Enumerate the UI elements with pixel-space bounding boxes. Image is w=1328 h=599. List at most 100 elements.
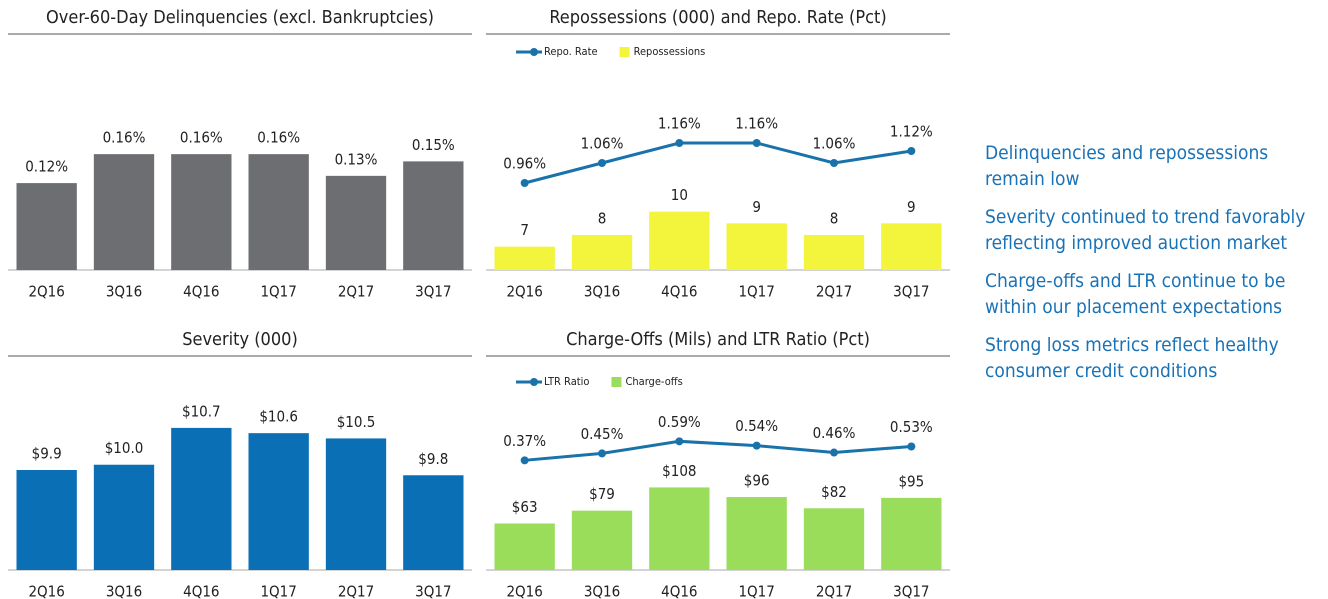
chart-title: Severity (000) bbox=[182, 329, 298, 350]
data-label: 1.06% bbox=[581, 135, 624, 153]
x-tick-label: 2Q16 bbox=[506, 283, 542, 301]
bullet: Strong loss metrics reflect healthy cons… bbox=[985, 334, 1279, 382]
data-label: $63 bbox=[512, 498, 538, 516]
bar bbox=[881, 497, 942, 570]
bar bbox=[571, 510, 633, 570]
bar bbox=[726, 223, 787, 270]
x-tick-label: 2Q17 bbox=[338, 283, 374, 301]
data-label: 9 bbox=[907, 198, 916, 216]
legend-label: Repossessions bbox=[634, 45, 706, 58]
bar bbox=[16, 470, 77, 570]
chart-title: Over-60-Day Delinquencies (excl. Bankrup… bbox=[46, 7, 434, 28]
data-label: 0.96% bbox=[503, 155, 546, 173]
bar bbox=[403, 161, 464, 270]
legend-swatch bbox=[619, 47, 630, 57]
marker bbox=[830, 448, 838, 457]
data-label: $10.5 bbox=[337, 413, 376, 431]
chart-title: Repossessions (000) and Repo. Rate (Pct) bbox=[549, 7, 886, 28]
x-tick-label: 3Q17 bbox=[893, 283, 929, 301]
data-label: $9.9 bbox=[32, 445, 62, 463]
data-label: 0.13% bbox=[335, 150, 378, 168]
legend-label: LTR Ratio bbox=[544, 375, 589, 388]
bar bbox=[171, 427, 232, 570]
legend-swatch bbox=[611, 377, 622, 387]
x-tick-label: 1Q17 bbox=[738, 283, 774, 301]
chart-title: Charge-Offs (Mils) and LTR Ratio (Pct) bbox=[566, 329, 870, 350]
line bbox=[524, 141, 912, 185]
bullet-list: Delinquencies and repossessions remain l… bbox=[985, 140, 1325, 396]
data-label: 0.45% bbox=[581, 425, 624, 443]
charts: Over-60-Day Delinquencies (excl. Bankrup… bbox=[8, 7, 950, 599]
x-tick-label: 1Q17 bbox=[738, 583, 774, 599]
data-label: 0.16% bbox=[103, 129, 146, 147]
x-tick-label: 2Q16 bbox=[506, 583, 542, 599]
x-tick-label: 3Q17 bbox=[415, 283, 451, 301]
legend-label: Charge-offs bbox=[625, 375, 682, 388]
data-label: $10.6 bbox=[259, 408, 298, 426]
x-tick-label: 3Q17 bbox=[893, 583, 929, 599]
data-label: 0.46% bbox=[813, 424, 856, 442]
marker bbox=[520, 179, 529, 187]
bar bbox=[726, 497, 787, 570]
x-tick-label: 4Q16 bbox=[661, 283, 697, 301]
data-label: $10.7 bbox=[182, 402, 221, 420]
bar bbox=[171, 154, 232, 270]
data-label: 9 bbox=[752, 198, 761, 216]
marker bbox=[830, 159, 838, 167]
x-tick-label: 1Q17 bbox=[260, 583, 296, 599]
bar bbox=[93, 464, 155, 570]
data-label: 0.37% bbox=[503, 432, 546, 450]
data-label: 1.06% bbox=[813, 135, 856, 153]
data-label: 0.54% bbox=[735, 417, 778, 435]
legend-marker bbox=[530, 48, 538, 56]
data-label: $9.8 bbox=[418, 450, 448, 468]
data-label: 1.16% bbox=[735, 115, 778, 133]
x-tick-label: 3Q16 bbox=[106, 283, 142, 301]
marker bbox=[675, 437, 684, 446]
x-tick-label: 4Q16 bbox=[183, 283, 219, 301]
bar bbox=[93, 154, 155, 270]
x-tick-label: 1Q17 bbox=[260, 283, 296, 301]
bar bbox=[248, 433, 309, 570]
bar bbox=[881, 223, 942, 270]
bar bbox=[649, 487, 710, 570]
data-label: 8 bbox=[830, 210, 839, 228]
data-label: 0.59% bbox=[658, 413, 701, 431]
bar bbox=[649, 211, 710, 270]
x-tick-label: 2Q17 bbox=[816, 583, 852, 599]
x-tick-label: 2Q17 bbox=[816, 283, 852, 301]
bar bbox=[16, 183, 77, 270]
marker bbox=[752, 441, 761, 450]
marker bbox=[675, 139, 684, 147]
line bbox=[524, 439, 912, 462]
marker bbox=[907, 147, 916, 155]
data-label: 0.12% bbox=[25, 158, 68, 176]
marker bbox=[907, 442, 916, 451]
bullet: Severity continued to trend favorably re… bbox=[985, 206, 1306, 254]
data-label: $95 bbox=[898, 472, 924, 490]
data-label: 8 bbox=[598, 210, 607, 228]
x-tick-label: 3Q16 bbox=[584, 283, 620, 301]
data-label: 0.15% bbox=[412, 136, 455, 154]
legend-label: Repo. Rate bbox=[544, 45, 598, 58]
x-tick-label: 3Q17 bbox=[415, 583, 451, 599]
x-tick-label: 2Q16 bbox=[28, 283, 64, 301]
bar bbox=[494, 246, 555, 270]
data-label: 1.12% bbox=[890, 123, 933, 141]
marker bbox=[598, 159, 606, 167]
data-label: 0.16% bbox=[257, 129, 300, 147]
data-label: 1.16% bbox=[658, 115, 701, 133]
marker bbox=[520, 456, 529, 465]
bar bbox=[325, 175, 387, 270]
x-tick-label: 4Q16 bbox=[661, 583, 697, 599]
data-label: $82 bbox=[821, 483, 847, 501]
data-label: $79 bbox=[589, 485, 615, 503]
x-tick-label: 2Q17 bbox=[338, 583, 374, 599]
bullet: Delinquencies and repossessions remain l… bbox=[985, 142, 1269, 190]
x-tick-label: 4Q16 bbox=[183, 583, 219, 599]
data-label: 0.16% bbox=[180, 129, 223, 147]
marker bbox=[598, 449, 606, 458]
bar bbox=[325, 438, 387, 570]
legend-marker bbox=[530, 378, 538, 386]
data-label: $108 bbox=[662, 462, 696, 480]
